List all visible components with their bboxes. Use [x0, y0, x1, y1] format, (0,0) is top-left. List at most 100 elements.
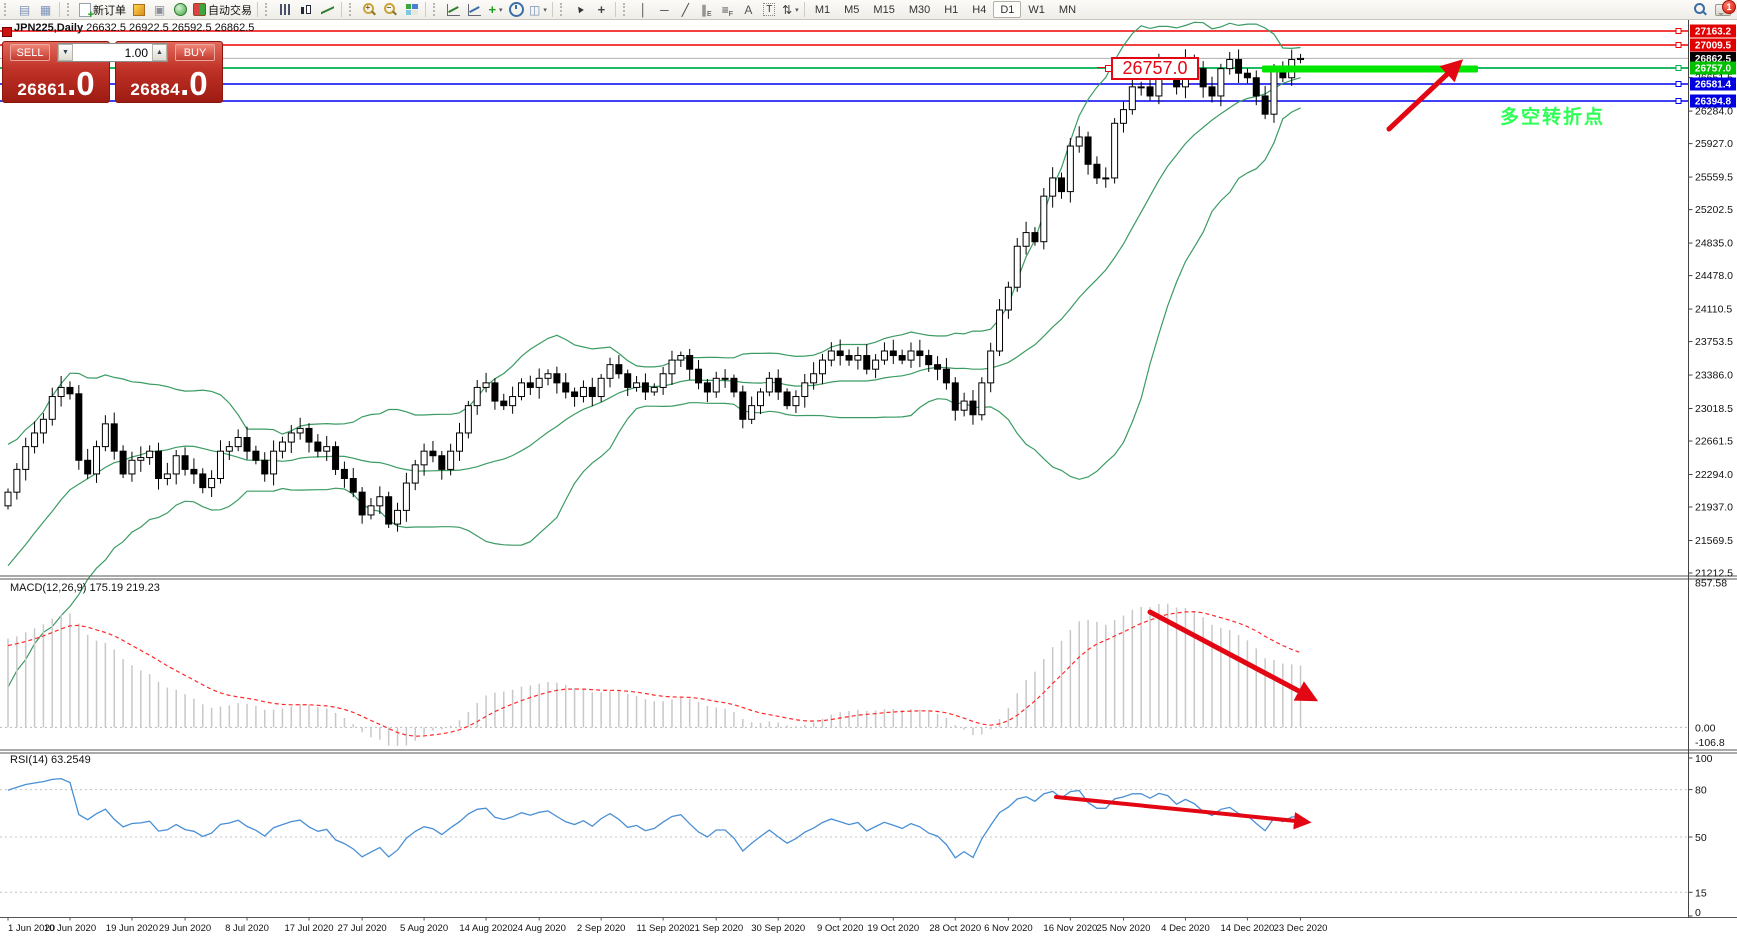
candle-body: [367, 505, 375, 516]
trend-arrow-up[interactable]: [1386, 59, 1464, 132]
date-axis-label: 19 Jun 2020: [106, 923, 158, 934]
arrows-icon[interactable]: ⇅ ▾: [782, 2, 799, 17]
candle-body: [420, 450, 428, 466]
candle-body: [482, 382, 490, 388]
timeframe-button-M5[interactable]: M5: [844, 3, 860, 16]
data-window-icon[interactable]: ▦: [35, 1, 56, 18]
line-chart-icon[interactable]: [317, 1, 338, 18]
trend-highlight-bar[interactable]: [1262, 65, 1478, 73]
indicators-icon[interactable]: [443, 1, 464, 18]
add-indicator-icon[interactable]: + ▾: [488, 1, 503, 17]
timeframe-button-H4[interactable]: H4: [972, 3, 987, 16]
horizontal-line-icon[interactable]: ─: [654, 1, 675, 18]
date-axis-label: 9 Oct 2020: [817, 923, 863, 934]
candle-body: [624, 373, 632, 388]
candle-body: [243, 437, 251, 452]
equidistant-channel-icon[interactable]: ∥ E: [701, 2, 712, 19]
candle-body: [500, 400, 508, 407]
candle-body: [376, 496, 384, 507]
charts-list-icon: ▤: [18, 2, 31, 17]
candle-body: [1226, 59, 1234, 70]
charts-list-icon[interactable]: ▤: [14, 1, 35, 18]
symbol-marker-icon: [2, 27, 12, 37]
search-icon[interactable]: [1694, 3, 1707, 16]
tile-windows-icon[interactable]: [401, 1, 422, 18]
sell-price-main: 26861: [17, 80, 68, 99]
objects-list-icon[interactable]: [464, 1, 485, 18]
candle-body: [1119, 109, 1127, 124]
signals-icon[interactable]: [170, 1, 191, 18]
cn-annotation-text[interactable]: 多空转折点: [1500, 105, 1605, 128]
candle-body: [1049, 177, 1057, 197]
zoom-in-icon[interactable]: +: [359, 1, 380, 18]
cursor-icon[interactable]: ▲: [570, 1, 591, 18]
templates-icon[interactable]: ◫ ▾: [529, 2, 547, 17]
candlestick-chart-icon[interactable]: [296, 1, 317, 18]
price-axis-tick-label: 23753.5: [1695, 336, 1733, 348]
level-line-endpoint: [1675, 65, 1682, 72]
timeframe-button-M30[interactable]: M30: [908, 3, 931, 16]
timeframe-button-W1[interactable]: W1: [1028, 3, 1045, 16]
window-splitters[interactable]: [0, 575, 1737, 918]
new-order-icon-label: 新订单: [93, 4, 126, 17]
fibonacci-icon[interactable]: ≡ F: [721, 2, 733, 19]
candle-body: [1111, 122, 1119, 179]
candle-body: [358, 491, 366, 516]
date-axis-label: 4 Dec 2020: [1161, 923, 1210, 934]
lot-increase-button[interactable]: ▲: [152, 44, 167, 61]
history-cube-icon[interactable]: [128, 1, 149, 18]
bar-chart-icon[interactable]: [275, 1, 296, 18]
timeframe-button-MN[interactable]: MN: [1058, 3, 1077, 16]
price-axis[interactable]: 26651.526284.025927.025559.525202.524835…: [1688, 20, 1737, 919]
notifications-icon[interactable]: 1: [1715, 0, 1736, 16]
terminal-icon[interactable]: ▣: [149, 1, 170, 18]
rsi-trend-arrow-down[interactable]: [1054, 795, 1312, 830]
candle-body: [827, 350, 835, 361]
price-tag-label: 26757.0: [1695, 64, 1732, 75]
candle-body: [1066, 145, 1074, 193]
candle-body: [394, 509, 402, 525]
candle-body: [75, 393, 83, 461]
candle-body: [252, 450, 260, 461]
label-icon[interactable]: T: [759, 1, 780, 18]
toolbar-grip: [265, 3, 272, 16]
price-annotation-box[interactable]: 26757.0: [1097, 57, 1199, 80]
crosshair-icon: +: [597, 1, 606, 17]
candle-body: [579, 386, 587, 398]
candle-body: [969, 400, 977, 416]
rsi-axis-label: 0: [1695, 907, 1701, 919]
lot-size-input[interactable]: [73, 44, 152, 61]
sell-button[interactable]: SELL: [10, 44, 50, 61]
text-icon[interactable]: A: [738, 1, 759, 18]
level-line-endpoint: [1675, 42, 1682, 49]
chart-annotations[interactable]: [1054, 59, 1478, 830]
buy-button[interactable]: BUY: [175, 44, 215, 61]
date-axis-label: 11 Sep 2020: [637, 923, 690, 934]
price-tag-label: 26862.5: [1695, 54, 1732, 65]
price-axis-tick-label: 24478.0: [1695, 270, 1733, 282]
cursor-icon: ▲: [573, 2, 588, 17]
level-lines[interactable]: [0, 28, 1689, 104]
candle-body: [517, 382, 525, 398]
candle-body: [703, 382, 711, 393]
timeframe-button-M1[interactable]: M1: [814, 3, 831, 16]
crosshair-icon[interactable]: +: [591, 1, 612, 18]
timeframe-button-M15[interactable]: M15: [873, 3, 895, 16]
candle-body: [349, 478, 357, 493]
macd-trend-arrow-down[interactable]: [1147, 609, 1319, 702]
lot-decrease-button[interactable]: ▼: [58, 44, 73, 61]
timeframe-button-H1[interactable]: H1: [944, 3, 959, 16]
period-clock-icon[interactable]: [506, 1, 527, 18]
new-order-icon[interactable]: + 新订单: [77, 1, 128, 20]
vertical-line-icon[interactable]: │: [633, 1, 654, 18]
date-axis-label: 2 Sep 2020: [577, 923, 626, 934]
trendline-icon[interactable]: ╱: [675, 1, 696, 18]
autotrade-icon[interactable]: 自动交易: [191, 1, 254, 18]
horizontal-line-icon: ─: [660, 2, 669, 17]
date-axis-label: 29 Jun 2020: [159, 923, 211, 934]
candle-body: [695, 368, 703, 384]
timeframe-button-D1[interactable]: D1: [993, 1, 1022, 18]
zoom-out-icon[interactable]: −: [380, 1, 401, 18]
